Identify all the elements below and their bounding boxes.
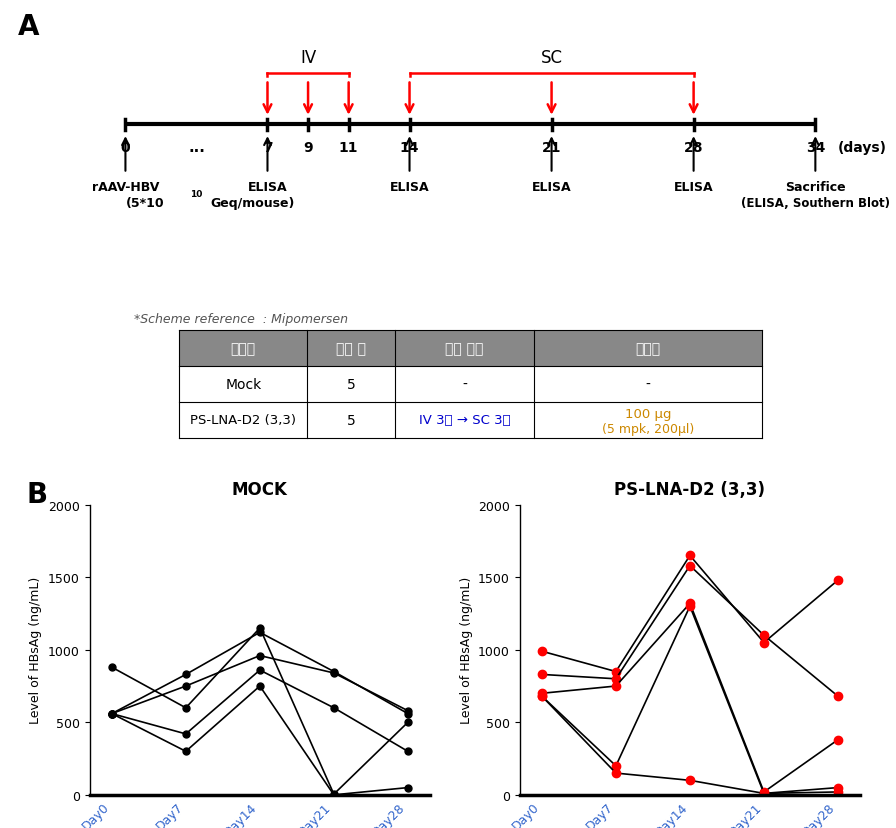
Text: 100 μg: 100 μg — [625, 407, 671, 420]
Text: (days): (days) — [838, 141, 887, 155]
Text: 21: 21 — [542, 141, 561, 155]
Text: 5: 5 — [347, 413, 356, 427]
Title: MOCK: MOCK — [232, 480, 288, 498]
Text: -: - — [462, 378, 467, 392]
Title: PS-LNA-D2 (3,3): PS-LNA-D2 (3,3) — [615, 480, 765, 498]
Y-axis label: Level of HBsAg (ng/mL): Level of HBsAg (ng/mL) — [460, 576, 472, 724]
Text: 28: 28 — [684, 141, 703, 155]
Text: 투여량: 투여량 — [635, 342, 660, 356]
Text: (5 mpk, 200μl): (5 mpk, 200μl) — [602, 423, 694, 436]
Text: ELISA: ELISA — [674, 181, 713, 194]
Text: 9: 9 — [303, 141, 313, 155]
Text: ELISA: ELISA — [247, 181, 288, 194]
Text: *Scheme reference  : Mipomersen: *Scheme reference : Mipomersen — [134, 313, 349, 326]
Text: ELISA: ELISA — [390, 181, 429, 194]
Text: 실험군: 실험군 — [230, 342, 256, 356]
Text: 10: 10 — [190, 190, 202, 199]
Text: ELISA: ELISA — [531, 181, 572, 194]
Text: 0: 0 — [121, 141, 130, 155]
Text: IV: IV — [300, 49, 316, 67]
Text: (5*10: (5*10 — [125, 197, 164, 209]
Text: -: - — [646, 378, 650, 392]
Text: A: A — [18, 13, 39, 41]
Text: ...: ... — [188, 139, 205, 155]
Text: 7: 7 — [263, 141, 272, 155]
Text: 마리 수: 마리 수 — [336, 342, 366, 356]
Text: 투여 경로: 투여 경로 — [445, 342, 484, 356]
Text: PS-LNA-D2 (3,3): PS-LNA-D2 (3,3) — [190, 414, 297, 426]
Text: IV 3번 → SC 3번: IV 3번 → SC 3번 — [418, 414, 511, 426]
Bar — [179, 331, 762, 367]
Y-axis label: Level of HBsAg (ng/mL): Level of HBsAg (ng/mL) — [30, 576, 42, 724]
Text: rAAV-HBV: rAAV-HBV — [91, 181, 159, 194]
Text: (ELISA, Southern Blot): (ELISA, Southern Blot) — [741, 197, 890, 209]
Text: B: B — [27, 480, 48, 508]
Text: Geq/mouse): Geq/mouse) — [211, 197, 295, 209]
Text: 34: 34 — [806, 141, 825, 155]
Text: 5: 5 — [347, 378, 356, 392]
Text: 11: 11 — [339, 141, 358, 155]
Text: Mock: Mock — [225, 378, 262, 392]
Text: 14: 14 — [400, 141, 419, 155]
Text: SC: SC — [540, 49, 563, 67]
Text: Sacrifice: Sacrifice — [785, 181, 846, 194]
